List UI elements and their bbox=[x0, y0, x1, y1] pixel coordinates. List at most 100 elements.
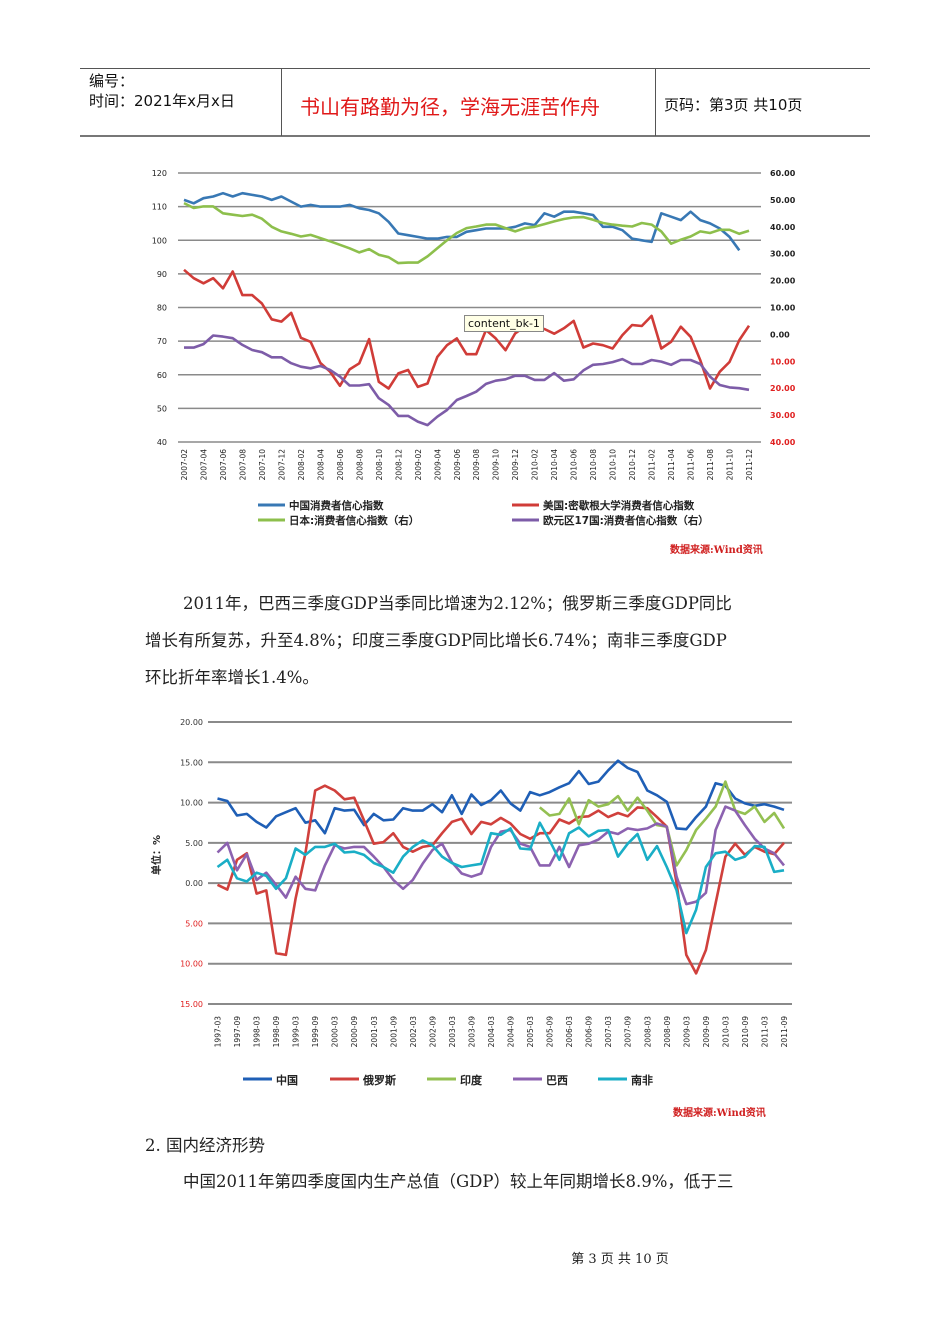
serial-number-label: 编号： bbox=[89, 72, 135, 90]
x-axis-tick-label: 2009-12 bbox=[511, 449, 520, 481]
left-axis-tick-label: 70 bbox=[157, 337, 167, 346]
x-axis-tick-label: 2011-04 bbox=[667, 449, 676, 481]
paragraph-brics-gdp: 2011年，巴西三季度GDP当季同比增速为2.12%；俄罗斯三季度GDP同比 增… bbox=[145, 585, 815, 696]
x-axis-tick-label: 2010-02 bbox=[531, 449, 540, 481]
x-axis-tick-label: 1997-03 bbox=[214, 1016, 223, 1048]
x-axis-tick-label: 2008-03 bbox=[643, 1016, 652, 1048]
left-axis-tick-label: 40 bbox=[157, 438, 167, 447]
x-axis-tick-label: 2007-04 bbox=[199, 449, 208, 481]
legend-label: 美国:密歇根大学消费者信心指数 bbox=[543, 499, 695, 512]
x-axis-tick-label: 2007-02 bbox=[180, 449, 189, 481]
legend-label: 俄罗斯 bbox=[362, 1073, 396, 1087]
page-info: 页码：第3页 共10页 bbox=[664, 96, 803, 114]
y-axis-tick-label: 15.00 bbox=[180, 1000, 203, 1009]
paragraph-line: 2011年，巴西三季度GDP当季同比增速为2.12%；俄罗斯三季度GDP同比 bbox=[183, 594, 732, 613]
x-axis-tick-label: 2010-10 bbox=[609, 449, 618, 481]
x-axis-tick-label: 2001-09 bbox=[389, 1016, 398, 1048]
right-axis-tick-label: 60.00 bbox=[770, 169, 796, 178]
x-axis-tick-label: 2008-06 bbox=[336, 449, 345, 481]
series-line bbox=[183, 268, 751, 390]
legend-label: 中国 bbox=[276, 1073, 298, 1087]
consumer-confidence-chart: 120 110 100 90 80 70 60 50 40 60.00 50.00 40.00 30.0… bbox=[152, 169, 796, 527]
x-axis-tick-label: 2004-09 bbox=[507, 1016, 516, 1048]
legend-label: 印度 bbox=[460, 1073, 483, 1087]
x-axis-tick-label: 1998-09 bbox=[272, 1016, 281, 1048]
x-axis-tick-label: 2006-03 bbox=[565, 1016, 574, 1048]
x-axis-tick-label: 1998-03 bbox=[253, 1016, 262, 1048]
y-axis-tick-label: 10.00 bbox=[180, 960, 203, 969]
left-axis-tick-label: 100 bbox=[152, 236, 167, 245]
section-heading: 2. 国内经济形势 bbox=[145, 1136, 265, 1155]
x-axis-tick-label: 2008-02 bbox=[297, 449, 306, 481]
y-axis-tick-label: 20.00 bbox=[180, 718, 203, 727]
legend-label: 中国消费者信心指数 bbox=[289, 499, 384, 512]
right-axis-tick-label: 20.00 bbox=[770, 384, 796, 393]
series-line bbox=[183, 191, 741, 252]
x-axis-tick-label: 2010-12 bbox=[628, 449, 637, 481]
x-axis-tick-label: 2011-10 bbox=[726, 449, 735, 481]
x-axis-tick-label: 2010-03 bbox=[721, 1016, 730, 1048]
x-axis-tick-label: 2007-06 bbox=[219, 449, 228, 481]
x-axis-tick-label: 2002-03 bbox=[409, 1016, 418, 1048]
y-axis-label: 单位：% bbox=[150, 835, 163, 875]
x-axis-tick-label: 2009-02 bbox=[414, 449, 423, 481]
x-axis-tick-label: 2008-09 bbox=[663, 1016, 672, 1048]
x-axis-tick-label: 2010-06 bbox=[570, 449, 579, 481]
left-axis-tick-label: 120 bbox=[152, 169, 167, 178]
page-footer: 第 3 页 共 10 页 bbox=[571, 1252, 669, 1267]
header-motto: 书山有路勤为径，学海无涯苦作舟 bbox=[300, 95, 600, 119]
brics-gdp-growth-chart: 20.00 15.00 10.00 5.00 0.00 5.00 10.00 15.00 单位：… bbox=[150, 718, 792, 1087]
x-axis-tick-label: 2011-09 bbox=[780, 1016, 789, 1048]
x-axis-tick-label: 2003-09 bbox=[467, 1016, 476, 1048]
x-axis-tick-label: 2009-04 bbox=[433, 449, 442, 481]
header-top-rule bbox=[80, 68, 870, 69]
x-axis-tick-label: 2010-08 bbox=[589, 449, 598, 481]
x-axis-tick-label: 2010-09 bbox=[741, 1016, 750, 1048]
right-axis-tick-label: 40.00 bbox=[770, 438, 796, 447]
x-axis-tick-label: 2007-03 bbox=[604, 1016, 613, 1048]
x-axis-tick-label: 1997-09 bbox=[233, 1016, 242, 1048]
x-axis-tick-label: 1999-09 bbox=[311, 1016, 320, 1048]
y-axis-tick-label: 10.00 bbox=[180, 799, 203, 808]
x-axis-tick-label: 2009-08 bbox=[472, 449, 481, 481]
series-line bbox=[183, 201, 750, 265]
x-axis-tick-label: 2009-06 bbox=[453, 449, 462, 481]
x-axis-tick-label: 2011-03 bbox=[760, 1016, 769, 1048]
right-axis-tick-label: 30.00 bbox=[770, 411, 796, 420]
x-axis-tick-label: 2008-10 bbox=[375, 449, 384, 481]
left-axis-tick-label: 60 bbox=[157, 371, 167, 380]
series-line bbox=[216, 821, 785, 935]
x-axis-tick-label: 2009-10 bbox=[492, 449, 501, 481]
right-axis-tick-label: 10.00 bbox=[770, 304, 796, 313]
y-axis-tick-label: 0.00 bbox=[185, 879, 203, 888]
x-axis-tick-label: 1999-03 bbox=[292, 1016, 301, 1048]
x-axis-tick-label: 2008-08 bbox=[355, 449, 364, 481]
x-axis-tick-label: 2005-03 bbox=[526, 1016, 535, 1048]
series-line bbox=[216, 805, 786, 906]
series-line bbox=[184, 334, 750, 427]
legend-label: 巴西 bbox=[546, 1074, 568, 1087]
x-axis-tick-label: 2000-03 bbox=[331, 1016, 340, 1048]
x-axis-tick-label: 2007-09 bbox=[624, 1016, 633, 1048]
x-axis-tick-label: 2004-03 bbox=[487, 1016, 496, 1048]
x-axis-tick-label: 2011-02 bbox=[648, 449, 657, 481]
x-axis-tick-label: 2001-03 bbox=[370, 1016, 379, 1048]
x-axis-tick-label: 2010-04 bbox=[550, 449, 559, 481]
left-axis-tick-label: 90 bbox=[157, 270, 167, 279]
x-axis-tick-label: 2006-09 bbox=[585, 1016, 594, 1048]
x-axis-tick-label: 2005-09 bbox=[546, 1016, 555, 1048]
right-axis-tick-label: 0.00 bbox=[770, 330, 790, 339]
header-divider bbox=[655, 68, 656, 136]
left-axis-tick-label: 110 bbox=[152, 203, 167, 212]
y-axis-tick-label: 5.00 bbox=[185, 839, 203, 848]
legend-label: 欧元区17国:消费者信心指数（右） bbox=[543, 514, 709, 527]
x-axis-tick-label: 2007-12 bbox=[277, 449, 286, 481]
series-line bbox=[216, 784, 785, 975]
left-axis-tick-label: 50 bbox=[157, 404, 167, 413]
x-axis-tick-label: 2008-12 bbox=[394, 449, 403, 481]
right-axis-tick-label: 30.00 bbox=[770, 250, 796, 259]
x-axis-tick-label: 2011-08 bbox=[706, 449, 715, 481]
x-axis-tick-label: 2011-12 bbox=[745, 449, 754, 481]
series-line bbox=[217, 759, 785, 835]
right-axis-tick-label: 20.00 bbox=[770, 277, 796, 286]
